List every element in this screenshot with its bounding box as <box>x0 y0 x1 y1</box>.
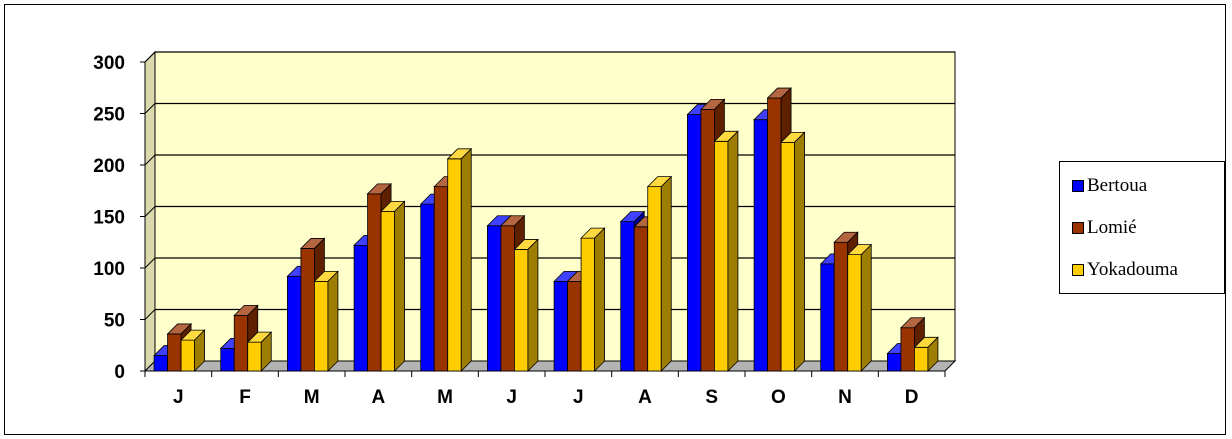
legend-label: Lomié <box>1087 217 1137 238</box>
legend: Bertoua Lomié Yokadouma <box>1059 161 1225 294</box>
x-tick-label: O <box>771 387 786 408</box>
bar-side <box>327 270 339 372</box>
legend-item: Yokadouma <box>1072 258 1178 282</box>
gridline-side <box>144 103 156 114</box>
bar <box>700 108 715 372</box>
y-tick-label: 50 <box>104 311 125 332</box>
bar <box>780 141 795 372</box>
x-tick-label: J <box>173 387 184 408</box>
x-tick-label: J <box>573 387 584 408</box>
bar <box>153 355 168 372</box>
gridline-side <box>144 206 156 217</box>
legend-item: Bertoua <box>1072 174 1147 198</box>
bar <box>314 280 329 372</box>
x-tick-label: J <box>506 387 517 408</box>
bar <box>767 97 782 372</box>
bar <box>433 186 449 372</box>
gridline-side <box>144 257 156 269</box>
bar <box>847 254 862 372</box>
bar <box>620 221 635 372</box>
bar-side <box>527 238 539 372</box>
bar <box>900 327 915 372</box>
gridline-side <box>144 309 156 320</box>
gridline-side <box>144 51 156 63</box>
bar-side <box>660 175 672 372</box>
bar-side <box>260 331 272 372</box>
bar-side <box>727 130 739 372</box>
x-tick-label: M <box>437 387 453 408</box>
legend-label: Yokadouma <box>1087 259 1178 280</box>
y-tick-label: 150 <box>93 208 125 229</box>
bar <box>300 248 315 372</box>
bar <box>687 114 702 372</box>
y-tick-label: 250 <box>93 105 125 126</box>
bar <box>580 237 595 372</box>
x-tick-label: A <box>638 387 652 408</box>
bar <box>567 280 582 372</box>
legend-swatch <box>1072 264 1084 276</box>
bar <box>514 249 529 372</box>
bar <box>167 333 182 372</box>
x-tick-label: S <box>705 387 718 408</box>
x-tick-label: D <box>905 387 919 408</box>
bar <box>820 263 835 372</box>
bar <box>553 280 568 372</box>
bar <box>353 244 368 372</box>
bar <box>287 275 302 372</box>
bar-side <box>794 131 805 372</box>
bar <box>420 203 435 372</box>
bar <box>500 225 515 372</box>
bar <box>367 193 382 372</box>
bar <box>180 339 195 372</box>
x-tick-label: F <box>239 387 251 408</box>
bar <box>714 140 729 372</box>
bar <box>833 241 849 372</box>
bar <box>247 341 262 372</box>
bar <box>887 353 902 372</box>
bar-side <box>594 227 605 372</box>
x-tick-label: N <box>838 387 852 408</box>
bar-side <box>394 200 405 372</box>
bar <box>233 314 249 372</box>
y-tick-label: 0 <box>114 362 125 383</box>
legend-swatch <box>1072 222 1084 234</box>
x-tick-label: A <box>371 387 385 408</box>
x-tick-label: M <box>304 387 320 408</box>
legend-swatch <box>1072 180 1084 192</box>
bar <box>633 226 649 372</box>
bar-side <box>860 243 872 372</box>
bar-side <box>927 336 939 372</box>
bar <box>220 347 235 372</box>
gridline-side <box>144 154 156 166</box>
y-tick-label: 100 <box>93 259 125 280</box>
bar <box>753 119 768 372</box>
y-tick-label: 200 <box>93 156 125 177</box>
legend-label: Bertoua <box>1087 175 1148 196</box>
bar <box>447 158 462 372</box>
bar <box>647 186 662 372</box>
bar-side <box>194 329 205 372</box>
bar <box>380 210 395 372</box>
bar <box>914 346 929 372</box>
bar-side <box>460 147 472 372</box>
bar <box>487 225 502 372</box>
y-tick-label: 300 <box>93 53 125 74</box>
legend-item: Lomié <box>1072 216 1137 240</box>
